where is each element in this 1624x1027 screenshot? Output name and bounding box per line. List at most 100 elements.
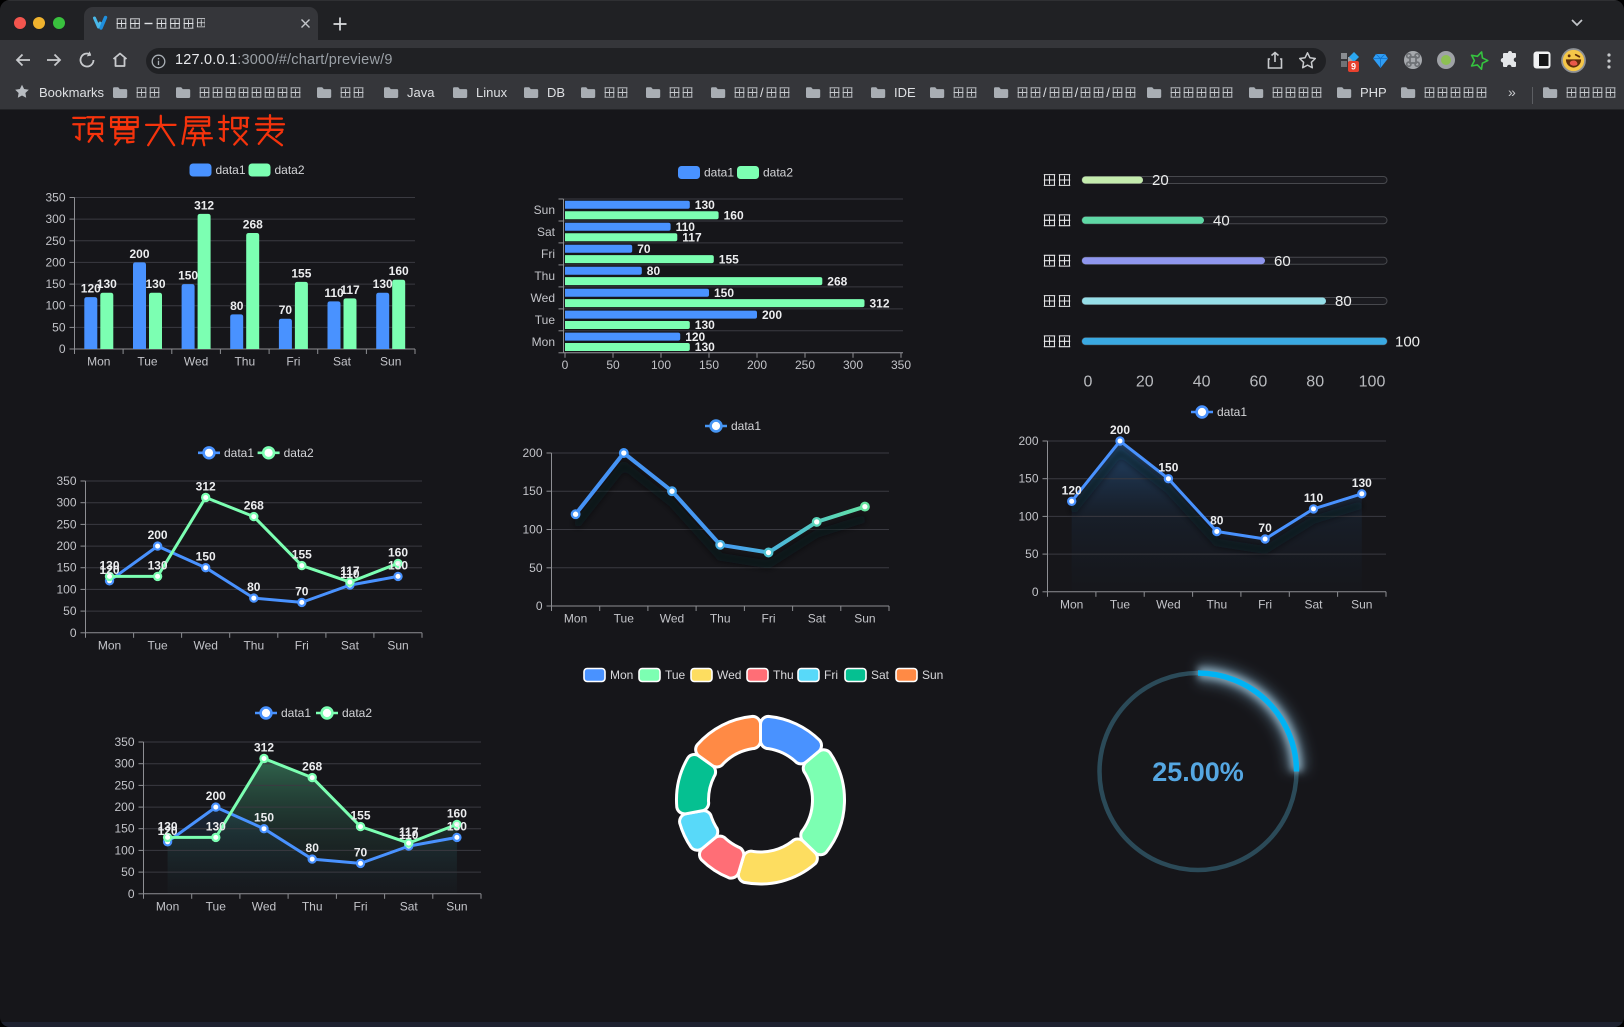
svg-text:Wed: Wed — [184, 355, 208, 369]
svg-text:Sun: Sun — [1351, 597, 1372, 611]
svg-text:350: 350 — [45, 191, 65, 205]
svg-text:200: 200 — [1110, 423, 1130, 437]
svg-text:70: 70 — [1258, 521, 1272, 535]
svg-text:160: 160 — [724, 208, 744, 222]
svg-text:130: 130 — [695, 340, 715, 354]
svg-text:155: 155 — [719, 252, 739, 266]
svg-text:Mon: Mon — [98, 638, 121, 652]
svg-text:70: 70 — [295, 584, 309, 598]
svg-text:100: 100 — [56, 582, 76, 596]
svg-text:data1: data1 — [216, 163, 246, 177]
svg-text:Sat: Sat — [871, 668, 890, 682]
svg-text:200: 200 — [747, 358, 767, 372]
svg-text:20: 20 — [1152, 172, 1169, 189]
svg-text:Thu: Thu — [1206, 597, 1227, 611]
svg-text:Thu: Thu — [710, 612, 731, 626]
svg-text:80: 80 — [1335, 293, 1352, 310]
svg-text:60: 60 — [1250, 374, 1268, 391]
svg-text:Wed: Wed — [660, 612, 684, 626]
svg-text:250: 250 — [114, 778, 134, 792]
svg-text:110: 110 — [324, 286, 344, 300]
svg-text:Thu: Thu — [534, 269, 555, 283]
svg-text:Sun: Sun — [922, 668, 943, 682]
svg-text:150: 150 — [196, 550, 216, 564]
svg-text:110: 110 — [399, 828, 419, 842]
svg-text:350: 350 — [56, 474, 76, 488]
svg-text:Sat: Sat — [400, 899, 419, 913]
svg-text:100: 100 — [114, 843, 134, 857]
svg-text:312: 312 — [196, 480, 216, 494]
svg-text:Tue: Tue — [137, 355, 158, 369]
svg-text:Mon: Mon — [532, 335, 555, 349]
svg-text:Mon: Mon — [610, 668, 633, 682]
svg-text:312: 312 — [254, 741, 274, 755]
svg-text:312: 312 — [194, 198, 214, 212]
svg-text:130: 130 — [373, 277, 393, 291]
svg-text:100: 100 — [1395, 334, 1420, 351]
svg-text:300: 300 — [843, 358, 863, 372]
svg-text:50: 50 — [529, 561, 543, 575]
svg-text:130: 130 — [447, 819, 467, 833]
svg-text:Tue: Tue — [665, 668, 686, 682]
svg-text:Mon: Mon — [87, 355, 110, 369]
svg-text:200: 200 — [522, 446, 542, 460]
svg-text:150: 150 — [522, 484, 542, 498]
svg-text:120: 120 — [685, 330, 705, 344]
svg-text:300: 300 — [56, 496, 76, 510]
svg-text:Wed: Wed — [531, 291, 555, 305]
svg-text:40: 40 — [1193, 374, 1211, 391]
svg-text:130: 130 — [206, 819, 226, 833]
svg-text:312: 312 — [870, 296, 890, 310]
svg-text:80: 80 — [1306, 374, 1324, 391]
svg-text:200: 200 — [148, 528, 168, 542]
svg-text:117: 117 — [340, 283, 360, 297]
svg-text:268: 268 — [827, 274, 847, 288]
svg-text:Mon: Mon — [564, 612, 587, 626]
svg-text:268: 268 — [243, 218, 263, 232]
svg-text:9: 9 — [1351, 62, 1356, 72]
svg-text:80: 80 — [647, 264, 661, 278]
svg-text:300: 300 — [114, 757, 134, 771]
svg-text:155: 155 — [350, 809, 370, 823]
svg-text:160: 160 — [388, 545, 408, 559]
svg-text:Fri: Fri — [1258, 597, 1272, 611]
svg-text:0: 0 — [128, 887, 135, 901]
svg-text:160: 160 — [447, 806, 467, 820]
svg-text:Sun: Sun — [534, 203, 555, 217]
svg-text:data1: data1 — [1217, 405, 1247, 419]
svg-text:Fri: Fri — [295, 638, 309, 652]
svg-text:Tue: Tue — [614, 612, 635, 626]
svg-text:0: 0 — [59, 342, 66, 356]
svg-text:130: 130 — [158, 819, 178, 833]
svg-text:25.00%: 25.00% — [1152, 757, 1244, 787]
svg-text:100: 100 — [522, 523, 542, 537]
svg-text:Thu: Thu — [302, 899, 323, 913]
svg-text:150: 150 — [254, 811, 274, 825]
svg-text:70: 70 — [637, 242, 651, 256]
svg-text:data2: data2 — [275, 163, 305, 177]
svg-text:80: 80 — [247, 580, 261, 594]
svg-text:150: 150 — [178, 269, 198, 283]
svg-text:110: 110 — [340, 567, 360, 581]
svg-text:Fri: Fri — [824, 668, 838, 682]
svg-text:50: 50 — [121, 865, 135, 879]
svg-text:data1: data1 — [731, 419, 761, 433]
svg-text:Tue: Tue — [206, 899, 227, 913]
svg-text:130: 130 — [148, 558, 168, 572]
svg-text:data2: data2 — [763, 166, 793, 180]
svg-text:Fri: Fri — [541, 247, 555, 261]
svg-text:Sat: Sat — [808, 612, 827, 626]
svg-text:0: 0 — [1084, 374, 1093, 391]
svg-text:data1: data1 — [224, 446, 254, 460]
svg-text:Sat: Sat — [1304, 597, 1323, 611]
svg-text:117: 117 — [399, 825, 419, 839]
svg-text:200: 200 — [56, 539, 76, 553]
svg-text:268: 268 — [302, 760, 322, 774]
svg-text:150: 150 — [714, 286, 734, 300]
svg-text:150: 150 — [45, 277, 65, 291]
svg-text:117: 117 — [340, 564, 360, 578]
svg-text:155: 155 — [291, 266, 311, 280]
svg-text:80: 80 — [1210, 514, 1224, 528]
svg-text:100: 100 — [1359, 374, 1386, 391]
svg-text:117: 117 — [682, 230, 702, 244]
